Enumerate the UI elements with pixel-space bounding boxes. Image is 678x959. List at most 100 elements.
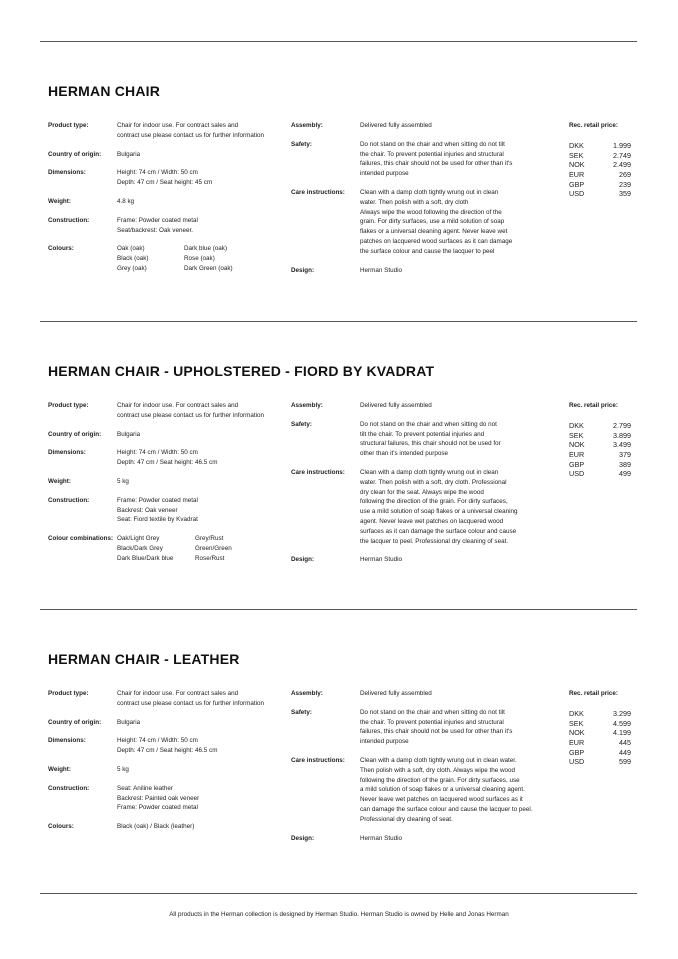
spec-label: Dimensions: xyxy=(48,169,86,177)
spec-line: flakes or a universal cleaning agent. Ne… xyxy=(360,228,508,236)
mid-spec-column: Assembly: Delivered fully assembled Safety… xyxy=(291,401,541,574)
spec-line: contract use please contact us for furth… xyxy=(117,411,265,419)
spec-label: Design: xyxy=(291,266,315,274)
colour-option: Dark Green (oak) xyxy=(184,264,233,272)
spec-row: Assembly: Delivered fully assembled xyxy=(291,401,541,411)
spec-label: Product type: xyxy=(48,122,89,129)
amount: 3.499 xyxy=(613,440,631,450)
spec-line: Clean with a damp cloth tightly wrung ou… xyxy=(360,468,499,476)
spec-line: Depth: 47 cm / Seat height: 46.5 cm xyxy=(117,459,218,467)
spec-line: the lacquer to peel. Professional dry cl… xyxy=(360,537,509,545)
spec-line: Herman Studio xyxy=(360,266,402,274)
price-row: USD 359 xyxy=(569,189,631,199)
spec-label: Weight: xyxy=(48,477,71,485)
spec-value: Clean with a damp cloth tightly wrung ou… xyxy=(360,756,541,825)
currency: USD xyxy=(569,469,585,479)
divider xyxy=(40,893,637,894)
spec-row: Country of origin: Bulgaria xyxy=(48,150,283,160)
colour-option: Green/Green xyxy=(195,544,232,552)
retail-prices: Rec. retail price: DKK 3.299 SEK 4.599 NOK 4.1… xyxy=(569,689,631,767)
spec-row: Design: Herman Studio xyxy=(291,834,541,844)
spec-line: Delivered fully assembled xyxy=(360,402,432,409)
price-row: EUR 379 xyxy=(569,450,631,460)
colour-option: Grey/Rust xyxy=(195,535,224,543)
spec-line: the chair. To prevent potential injuries… xyxy=(360,718,504,726)
colour-option: Dark Blue/Dark blue xyxy=(117,554,174,562)
spec-line: other than it's intended purpose xyxy=(360,450,449,458)
spec-row: Product type: Chair for indoor use. For c… xyxy=(48,689,283,709)
amount: 499 xyxy=(619,469,631,479)
retail-prices: Rec. retail price: DKK 2.799 SEK 3.899 NOK 3.4… xyxy=(569,401,631,479)
spec-line: Backrest: Painted oak veneer xyxy=(117,794,200,802)
spec-line: Height: 74 cm / Width: 50 cm xyxy=(117,169,198,177)
currency: GBP xyxy=(569,459,585,469)
spec-value: Oak/Light Grey Grey/Rust Black/Dark Grey Gr… xyxy=(117,534,283,563)
currency: GBP xyxy=(569,747,585,757)
spec-value: Oak (oak) Dark blue (oak) Black (oak) Rose … xyxy=(117,244,283,273)
amount: 4.199 xyxy=(613,728,631,738)
spec-row: Assembly: Delivered fully assembled xyxy=(291,689,541,699)
spec-value: Chair for indoor use. For contract sales… xyxy=(117,689,283,709)
spec-line: surfaces as it can damage the surface co… xyxy=(360,527,517,535)
amount: 599 xyxy=(619,757,631,767)
spec-row: Care instructions: Clean with a damp clot… xyxy=(291,188,541,257)
mid-spec-column: Assembly: Delivered fully assembled Safety… xyxy=(291,689,541,852)
spec-label: Care instructions: xyxy=(291,188,345,196)
spec-line: Seat/backrest: Oak veneer. xyxy=(117,226,193,234)
spec-line: Delivered fully assembled xyxy=(360,690,432,697)
spec-value: Do not stand on the chair and when sitti… xyxy=(360,420,541,459)
price-row: SEK 4.599 xyxy=(569,719,631,729)
spec-value: Do not stand on the chair and when sitti… xyxy=(360,140,541,179)
spec-row: Construction: Frame: Powder coated metal S… xyxy=(48,216,283,236)
spec-line: Chair for indoor use. For contract sales… xyxy=(117,690,239,697)
spec-line: Delivered fully assembled xyxy=(360,122,432,129)
colour-grid: Oak (oak) Dark blue (oak) Black (oak) Rose … xyxy=(117,244,283,273)
spec-row: Dimensions: Height: 74 cm / Width: 50 cm D… xyxy=(48,448,283,468)
amount: 359 xyxy=(619,189,631,199)
spec-label: Dimensions: xyxy=(48,737,86,745)
spec-line: structural failures, this chair should n… xyxy=(360,440,501,448)
spec-line: grain. For dirty surfaces, use a mild so… xyxy=(360,218,505,226)
currency: DKK xyxy=(569,420,584,430)
spec-value: Chair for indoor use. For contract sales… xyxy=(117,121,283,141)
spec-line: Frame: Powder coated metal xyxy=(117,216,198,224)
spec-value: Black (oak) / Black (leather) xyxy=(117,822,283,832)
amount: 445 xyxy=(619,737,631,747)
amount: 2.749 xyxy=(613,150,631,160)
currency: NOK xyxy=(569,440,585,450)
spec-row: Country of origin: Bulgaria xyxy=(48,430,283,440)
spec-value: Frame: Powder coated metal Backrest: Oak … xyxy=(117,496,283,525)
spec-value: Delivered fully assembled xyxy=(360,401,541,411)
spec-value: Height: 74 cm / Width: 50 cm Depth: 47 cm… xyxy=(117,448,283,468)
spec-line: 4.8 kg xyxy=(117,197,135,205)
spec-line: tilt the chair. To prevent potential inj… xyxy=(360,430,485,438)
amount: 2.499 xyxy=(613,160,631,170)
spec-row: Safety: Do not stand on the chair and whe… xyxy=(291,708,541,747)
spec-line: following the direction of the grain. Fo… xyxy=(360,776,520,784)
price-row: SEK 2.749 xyxy=(569,151,631,161)
price-row: NOK 4.199 xyxy=(569,728,631,738)
spec-label: Construction: xyxy=(48,496,90,504)
currency: EUR xyxy=(569,449,585,459)
spec-line: 5 kg xyxy=(117,765,129,773)
spec-line: Do not stand on the chair and when sitti… xyxy=(360,708,505,716)
price-row: NOK 3.499 xyxy=(569,440,631,450)
amount: 4.599 xyxy=(613,718,631,728)
amount: 1.999 xyxy=(613,140,631,150)
spec-line: Backrest: Oak veneer xyxy=(117,506,178,514)
left-spec-column: Product type: Chair for indoor use. For c… xyxy=(48,401,283,573)
spec-label: Assembly: xyxy=(291,122,323,129)
colour-option: Oak (oak) xyxy=(117,245,145,253)
section-title: HERMAN CHAIR xyxy=(48,83,161,99)
price-row: GBP 449 xyxy=(569,748,631,758)
spec-line: Herman Studio xyxy=(360,556,402,564)
section-title: HERMAN CHAIR - UPHOLSTERED - FIORD BY KV… xyxy=(48,363,435,379)
spec-row: Assembly: Delivered fully assembled xyxy=(291,121,541,131)
spec-label: Product type: xyxy=(48,690,89,697)
colour-option: Black (oak) xyxy=(117,255,149,263)
amount: 2.799 xyxy=(613,420,631,430)
spec-line: contract use please contact us for furth… xyxy=(117,699,265,707)
amount: 3.299 xyxy=(613,708,631,718)
price-row: GBP 239 xyxy=(569,180,631,190)
spec-line: 5 kg xyxy=(117,477,129,485)
